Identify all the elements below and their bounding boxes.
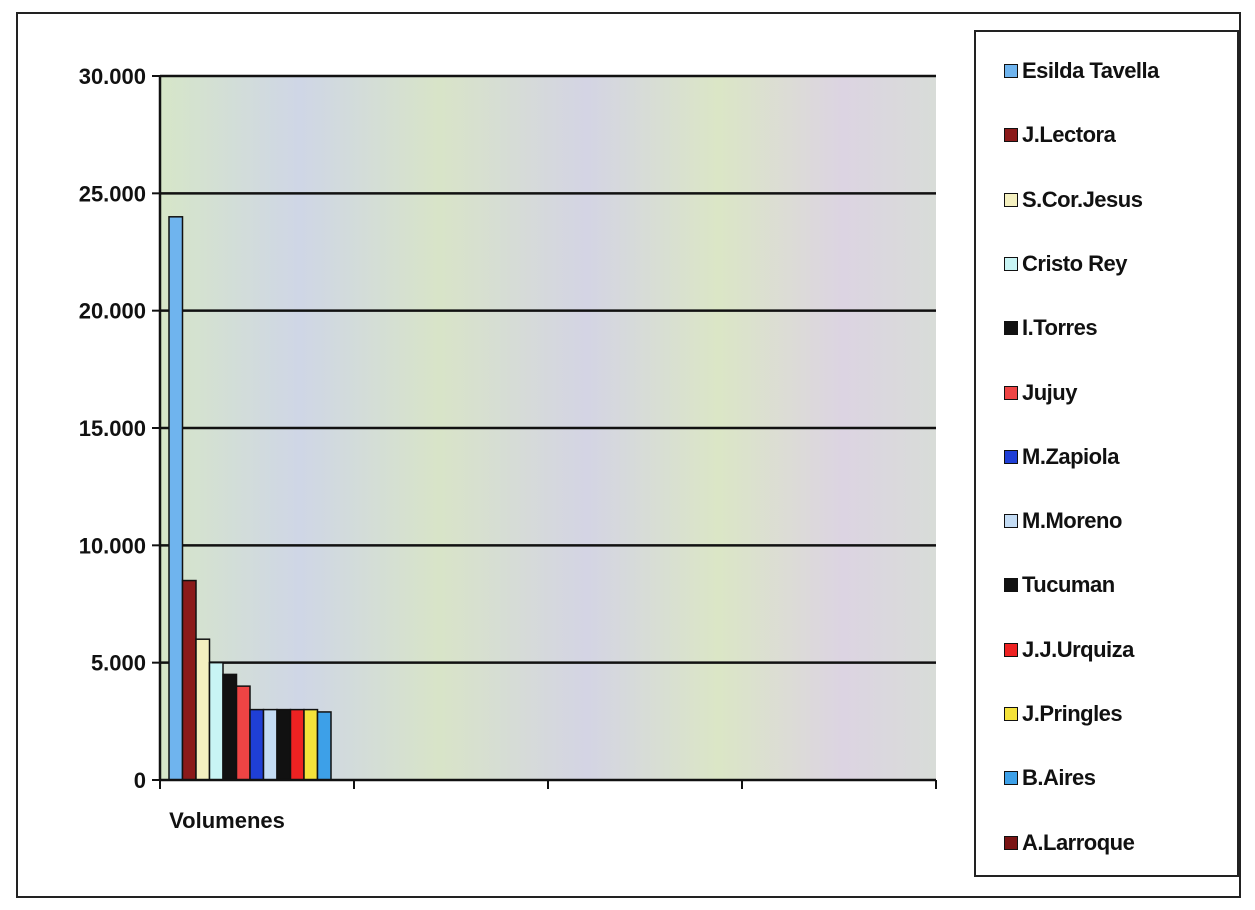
bar-m-zapiola: [249, 708, 265, 781]
x-tick-label: Volumenes: [169, 808, 285, 833]
legend-item: Esilda Tavella: [1004, 56, 1159, 86]
legend-item: Jujuy: [1004, 378, 1077, 408]
bar-i-torres: [222, 673, 238, 781]
gridlines: [160, 74, 936, 664]
y-tick-label: 5.000: [91, 651, 146, 676]
legend-swatch: [1004, 64, 1018, 78]
bar-j-pringles: [303, 708, 319, 781]
legend-swatch: [1004, 256, 1018, 271]
y-tick-label: 15.000: [79, 416, 146, 441]
legend-item: J.Lectora: [1004, 120, 1116, 150]
legend-swatch: [1004, 449, 1018, 464]
legend-item: J.J.Urquiza: [1004, 635, 1134, 665]
bar-j-lectora: [181, 579, 197, 781]
y-tick-label: 20.000: [79, 299, 146, 324]
legend-label: Esilda Tavella: [1022, 58, 1159, 83]
y-tick-labels: 0 5.000 10.000 15.000 20.000 25.000 30.000: [79, 64, 160, 793]
legend-swatch: [1004, 771, 1018, 786]
legend-item: A.Larroque: [1004, 828, 1135, 858]
legend-swatch: [1004, 128, 1018, 143]
legend-swatch: [1004, 642, 1018, 657]
y-tick-label: 25.000: [79, 181, 146, 206]
legend-item: B.Aires: [1004, 763, 1096, 793]
bar-esilda-tavella: [168, 216, 184, 781]
legend-label: A.Larroque: [1022, 829, 1135, 855]
bars: [168, 216, 332, 781]
bar-b-aires: [316, 711, 332, 781]
legend-item: S.Cor.Jesus: [1004, 185, 1143, 215]
legend-swatch: [1004, 192, 1018, 207]
bar-j-j-urquiza: [289, 708, 305, 781]
x-tick-labels: Volumenes: [169, 808, 285, 833]
legend-item: J.Pringles: [1004, 699, 1123, 729]
legend-item: M.Moreno: [1004, 506, 1122, 536]
legend-label: M.Moreno: [1022, 508, 1122, 534]
legend-label: J.J.Urquiza: [1022, 636, 1134, 662]
legend-swatch: [1004, 578, 1018, 593]
legend-swatch: [1004, 385, 1018, 400]
legend-label: Jujuy: [1022, 379, 1077, 405]
legend-swatch: [1004, 835, 1018, 850]
y-tick-label: 10.000: [79, 533, 146, 558]
legend-label: S.Cor.Jesus: [1022, 186, 1143, 212]
bar-jujuy: [235, 685, 251, 781]
legend: Esilda Tavella J.Lectora S.Cor.Jesus Cristo…: [974, 30, 1239, 877]
legend-item: Tucuman: [1004, 570, 1115, 600]
legend-label: Tucuman: [1022, 572, 1115, 598]
legend-label: M.Zapiola: [1022, 443, 1119, 469]
bar-tucuman: [276, 708, 292, 781]
legend-label: Cristo Rey: [1022, 250, 1128, 276]
y-tick-label: 30.000: [79, 64, 146, 89]
legend-label: J.Lectora: [1022, 122, 1116, 148]
legend-label: I.Torres: [1022, 315, 1098, 341]
bar-s-cor-jesus: [195, 638, 211, 781]
legend-swatch: [1004, 321, 1018, 336]
legend-item: I.Torres: [1004, 313, 1098, 343]
bar-m-moreno: [262, 708, 278, 781]
legend-label: J.Pringles: [1022, 701, 1123, 726]
legend-label: B.Aires: [1022, 765, 1096, 791]
legend-item: M.Zapiola: [1004, 442, 1119, 472]
y-tick-label: 0: [134, 768, 146, 793]
bar-cristo-rey: [208, 661, 224, 781]
legend-item: Cristo Rey: [1004, 249, 1128, 279]
legend-swatch: [1004, 514, 1018, 529]
legend-swatch: [1004, 707, 1018, 721]
